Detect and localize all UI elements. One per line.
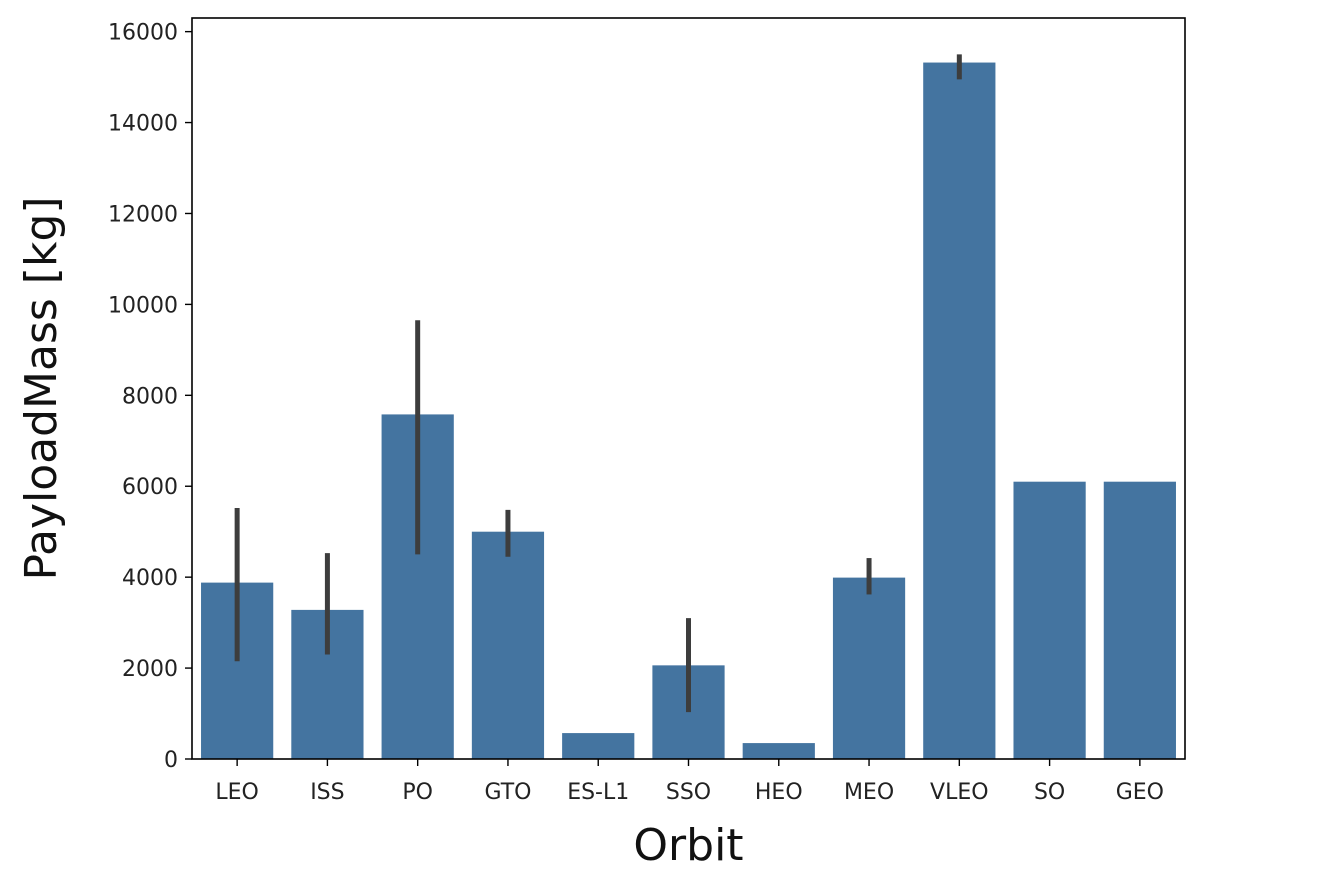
y-tick-label: 16000 (108, 21, 178, 46)
bar-geo (1103, 481, 1176, 759)
x-tick-label: SSO (666, 780, 711, 805)
x-tick-label: ES-L1 (567, 780, 629, 805)
x-tick-label: GEO (1116, 780, 1164, 805)
y-tick-label: 12000 (108, 202, 178, 227)
x-tick-label: HEO (755, 780, 803, 805)
bar-gto (471, 531, 545, 759)
y-tick-label: 2000 (122, 657, 178, 682)
y-ticks-layer: 0 2000 4000 6000 8000 10000 12000 14000 16000 (108, 21, 192, 773)
y-tick-label: 6000 (122, 475, 178, 500)
x-tick-label: SO (1034, 780, 1065, 805)
y-tick-label: 10000 (108, 293, 178, 318)
x-axis-label: Orbit (633, 820, 743, 871)
bars-layer (201, 62, 1176, 760)
x-tick-label: GTO (484, 780, 531, 805)
x-tick-label: PO (402, 780, 433, 805)
y-tick-label: 14000 (108, 112, 178, 137)
x-tick-label: ISS (310, 780, 344, 805)
y-tick-label: 4000 (122, 566, 178, 591)
error-bars-layer (234, 54, 962, 713)
bar-heo (742, 743, 815, 759)
x-ticks-layer: LEO ISS PO GTO ES-L1 SSO HEO MEO VLEO SO GEO (215, 759, 1164, 805)
bar-vleo (923, 62, 996, 760)
x-tick-label: MEO (844, 780, 894, 805)
x-tick-label: LEO (215, 780, 258, 805)
bar-meo (832, 577, 906, 759)
y-axis-label: PayloadMass [kg] (16, 196, 67, 580)
bar-es-l1 (562, 733, 635, 759)
x-tick-label: VLEO (930, 780, 989, 805)
y-tick-label: 8000 (122, 384, 178, 409)
bar-so (1013, 481, 1086, 759)
y-tick-label: 0 (164, 748, 178, 773)
